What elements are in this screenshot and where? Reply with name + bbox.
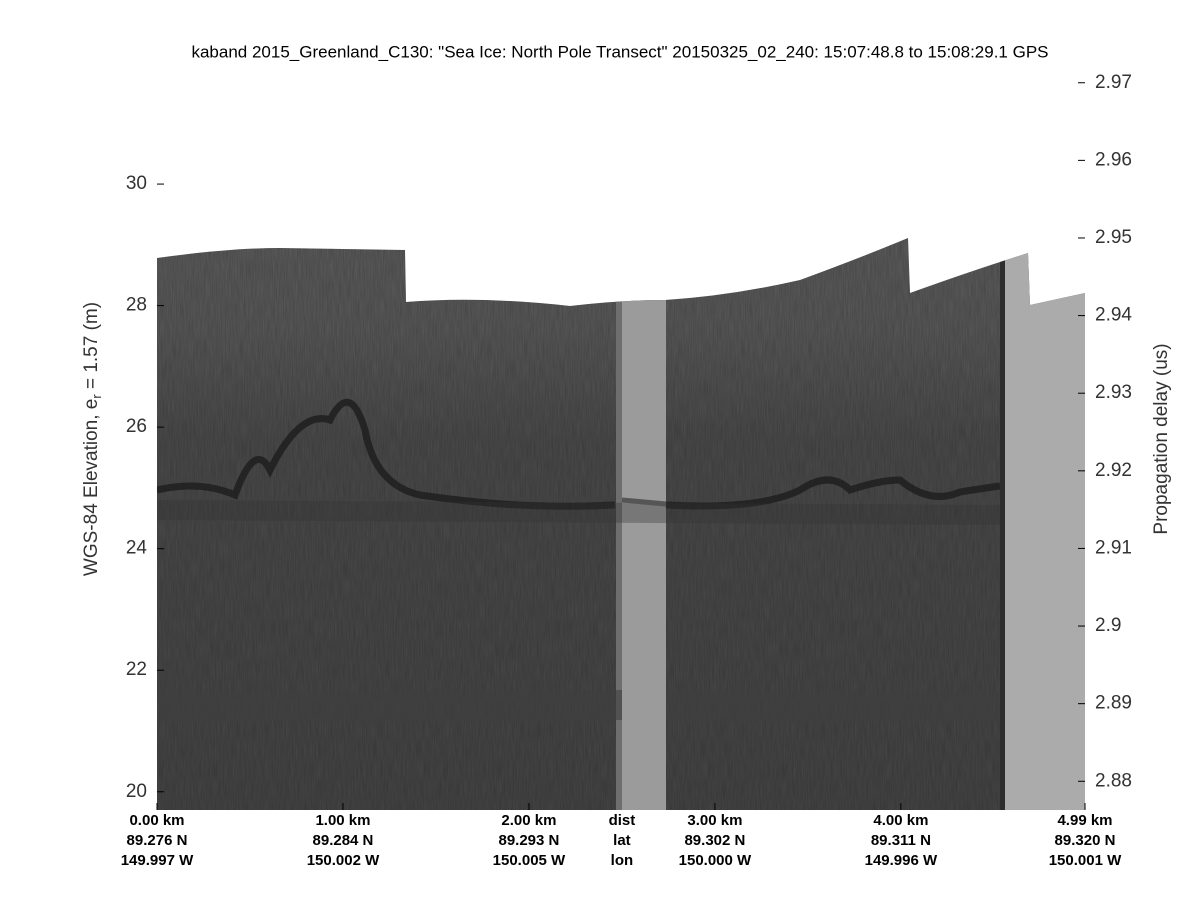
y-label-sub: r xyxy=(89,394,104,399)
x-tick-label: 3.00 km xyxy=(687,812,742,829)
y-tick-label: 22 xyxy=(126,659,147,680)
x-tick-lat: 89.293 N xyxy=(498,832,559,849)
chart-title: kaband 2015_Greenland_C130: "Sea Ice: No… xyxy=(191,42,1048,61)
row-label: lon xyxy=(611,852,634,869)
y-tick-label: 20 xyxy=(126,781,147,802)
x-tick-lat: 89.311 N xyxy=(871,832,931,849)
y2-tick-label: 2.89 xyxy=(1095,693,1132,714)
y-tick-label: 26 xyxy=(126,416,147,437)
echogram xyxy=(157,238,1085,810)
y2-axis-label: Propagation delay (us) xyxy=(1151,343,1172,534)
x-tick-label: 4.99 km xyxy=(1057,812,1112,829)
x-tick-label: 4.00 km xyxy=(873,812,928,829)
x-tick-lat: 89.276 N xyxy=(127,832,188,849)
x-tick-label: 0.00 km xyxy=(129,812,184,829)
y-label-part: WGS-84 Elevation, e xyxy=(81,399,102,576)
y2-tick-label: 2.92 xyxy=(1095,460,1132,481)
x-tick-lon: 150.000 W xyxy=(679,852,752,869)
x-tick-label: 2.00 km xyxy=(501,812,556,829)
row-label: lat xyxy=(613,832,631,849)
y-label-part: = 1.57 (m) xyxy=(81,302,102,394)
y2-tick-label: 2.94 xyxy=(1095,305,1132,326)
y2-tick-label: 2.9 xyxy=(1095,615,1121,636)
x-tick-lat: 89.284 N xyxy=(313,832,374,849)
y2-tick-label: 2.91 xyxy=(1095,537,1132,558)
x-tick-lat: 89.320 N xyxy=(1055,832,1116,849)
y-axis-label: WGS-84 Elevation, er = 1.57 (m) xyxy=(81,302,104,576)
y2-tick-label: 2.95 xyxy=(1095,227,1132,248)
y2-tick-label: 2.97 xyxy=(1095,72,1132,93)
y-tick-label: 24 xyxy=(126,538,148,559)
x-tick-lon: 149.996 W xyxy=(865,852,938,869)
x-tick-lat: 89.302 N xyxy=(684,832,745,849)
x-tick-lon: 149.997 W xyxy=(121,852,194,869)
x-tick-lon: 150.002 W xyxy=(307,852,380,869)
y2-tick-label: 2.88 xyxy=(1095,770,1132,791)
row-label: dist xyxy=(609,812,636,829)
y2-tick-label: 2.93 xyxy=(1095,382,1132,403)
y-tick-label: 28 xyxy=(126,295,147,316)
x-tick-lon: 150.005 W xyxy=(493,852,566,869)
y-tick-label: 30 xyxy=(126,173,147,194)
y2-tick-label: 2.96 xyxy=(1095,149,1132,170)
x-tick-lon: 150.001 W xyxy=(1049,852,1122,869)
x-tick-label: 1.00 km xyxy=(315,812,370,829)
